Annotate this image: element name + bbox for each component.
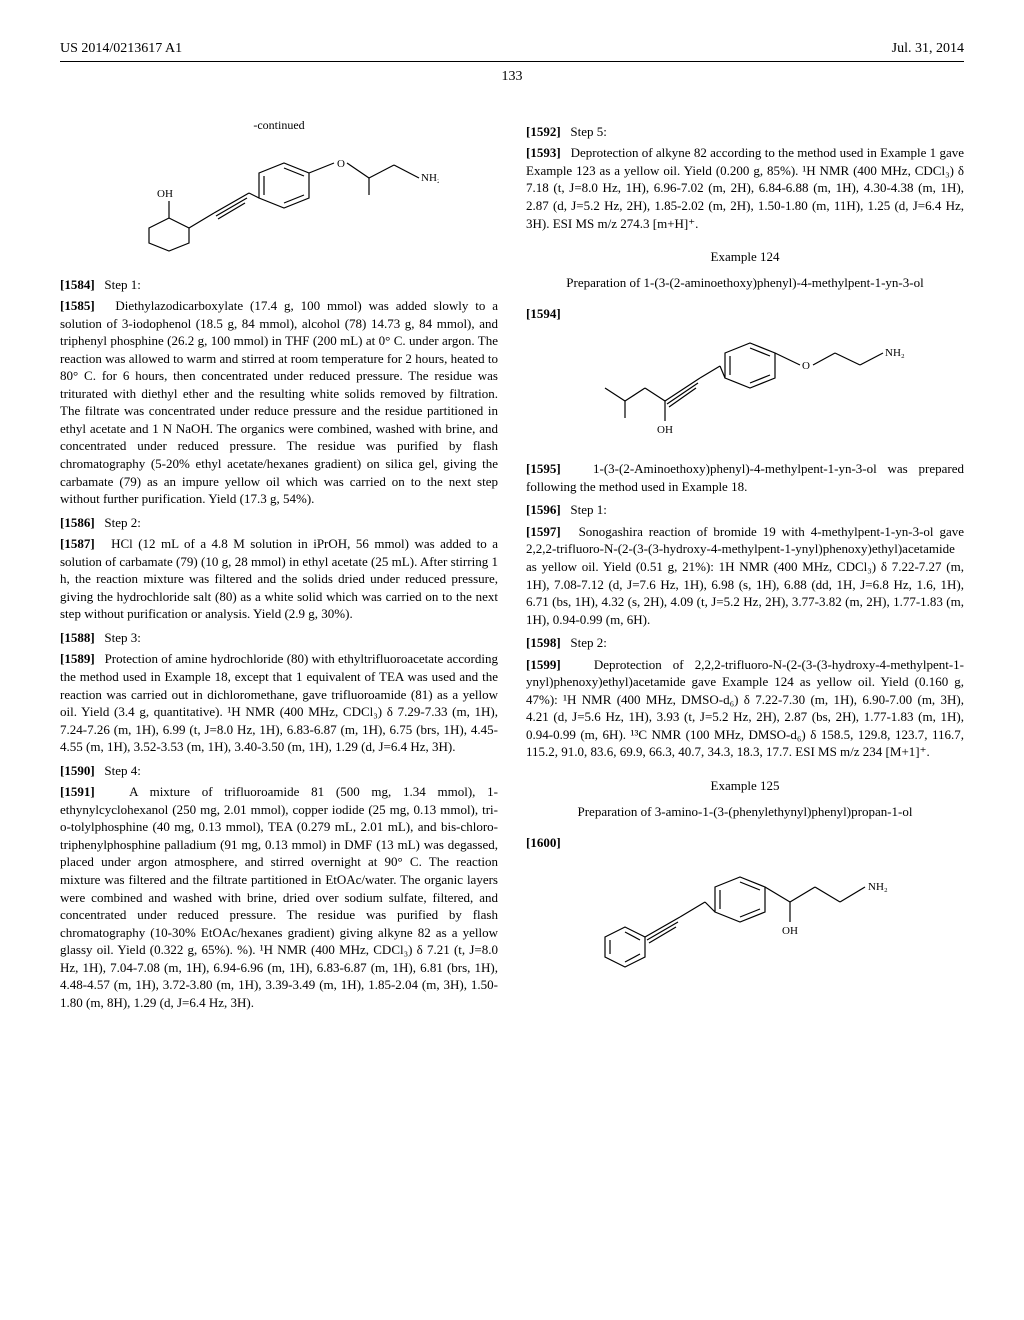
para-text: Step 2:	[570, 635, 606, 650]
paragraph-1585: [1585] Diethylazodicarboxylate (17.4 g, …	[60, 297, 498, 508]
paragraph-1584: [1584] Step 1:	[60, 276, 498, 294]
nh2-label: NH₂	[421, 172, 439, 184]
para-num: [1584]	[60, 277, 95, 292]
para-text: Sonogashira reaction of bromide 19 with …	[526, 524, 964, 627]
nh2-label: NH₂	[885, 347, 905, 359]
paragraph-1586: [1586] Step 2:	[60, 514, 498, 532]
para-text: Deprotection of 2,2,2-trifluoro-N-(2-(3-…	[526, 657, 964, 760]
para-text: 1-(3-(2-Aminoethoxy)phenyl)-4-methylpent…	[526, 461, 964, 494]
nh2-label: NH₂	[868, 881, 888, 893]
oh-label: OH	[782, 925, 798, 937]
para-text: Step 2:	[104, 515, 140, 530]
paragraph-1600: [1600]	[526, 834, 964, 852]
para-num: [1588]	[60, 630, 95, 645]
para-num: [1585]	[60, 298, 95, 313]
o-label: O	[337, 158, 345, 170]
para-num: [1591]	[60, 784, 95, 799]
para-num: [1589]	[60, 651, 95, 666]
left-column: -continued OH	[60, 117, 498, 1016]
para-text: A mixture of trifluoroamide 81 (500 mg, …	[60, 784, 498, 1010]
para-num: [1598]	[526, 635, 561, 650]
oh-label: OH	[657, 424, 673, 436]
page-header: US 2014/0213617 A1 Jul. 31, 2014	[60, 40, 964, 62]
paragraph-1598: [1598] Step 2:	[526, 634, 964, 652]
chemical-structure-1: OH O	[60, 143, 498, 258]
example-125-title: Preparation of 3-amino-1-(3-(phenylethyn…	[526, 803, 964, 821]
example-124-title: Preparation of 1-(3-(2-aminoethoxy)pheny…	[526, 274, 964, 292]
right-column: [1592] Step 5: [1593] Deprotection of al…	[526, 117, 964, 1016]
para-num: [1590]	[60, 763, 95, 778]
chemical-structure-2: OH O	[526, 333, 964, 443]
paragraph-1590: [1590] Step 4:	[60, 762, 498, 780]
para-text: HCl (12 mL of a 4.8 M solution in iPrOH,…	[60, 536, 498, 621]
para-num: [1597]	[526, 524, 561, 539]
para-text: Protection of amine hydrochloride (80) w…	[60, 651, 498, 754]
para-text: Deprotection of alkyne 82 according to t…	[526, 145, 964, 230]
example-125-heading: Example 125	[526, 777, 964, 795]
para-text: Diethylazodicarboxylate (17.4 g, 100 mmo…	[60, 298, 498, 506]
paragraph-1599: [1599] Deprotection of 2,2,2-trifluoro-N…	[526, 656, 964, 761]
para-num: [1599]	[526, 657, 561, 672]
para-num: [1596]	[526, 502, 561, 517]
paragraph-1587: [1587] HCl (12 mL of a 4.8 M solution in…	[60, 535, 498, 623]
o-label: O	[802, 360, 810, 372]
continued-label: -continued	[60, 117, 498, 133]
patent-number: US 2014/0213617 A1	[60, 40, 182, 59]
para-num: [1594]	[526, 306, 561, 321]
paragraph-1592: [1592] Step 5:	[526, 123, 964, 141]
para-num: [1595]	[526, 461, 561, 476]
para-text: Step 1:	[104, 277, 140, 292]
para-num: [1592]	[526, 124, 561, 139]
paragraph-1596: [1596] Step 1:	[526, 501, 964, 519]
paragraph-1593: [1593] Deprotection of alkyne 82 accordi…	[526, 144, 964, 232]
patent-date: Jul. 31, 2014	[892, 40, 964, 59]
para-text: Step 4:	[104, 763, 140, 778]
para-text: Step 3:	[104, 630, 140, 645]
paragraph-1591: [1591] A mixture of trifluoroamide 81 (5…	[60, 783, 498, 1011]
example-124-heading: Example 124	[526, 248, 964, 266]
para-num: [1600]	[526, 835, 561, 850]
two-column-layout: -continued OH	[60, 117, 964, 1016]
para-num: [1586]	[60, 515, 95, 530]
paragraph-1597: [1597] Sonogashira reaction of bromide 1…	[526, 523, 964, 628]
oh-label: OH	[157, 188, 173, 200]
paragraph-1589: [1589] Protection of amine hydrochloride…	[60, 650, 498, 755]
para-text: Step 1:	[570, 502, 606, 517]
paragraph-1588: [1588] Step 3:	[60, 629, 498, 647]
para-num: [1593]	[526, 145, 561, 160]
page-number: 133	[60, 68, 964, 87]
para-text: Step 5:	[570, 124, 606, 139]
paragraph-1595: [1595] 1-(3-(2-Aminoethoxy)phenyl)-4-met…	[526, 460, 964, 495]
chemical-structure-3: OH NH₂	[526, 862, 964, 982]
paragraph-1594: [1594]	[526, 305, 964, 323]
para-num: [1587]	[60, 536, 95, 551]
